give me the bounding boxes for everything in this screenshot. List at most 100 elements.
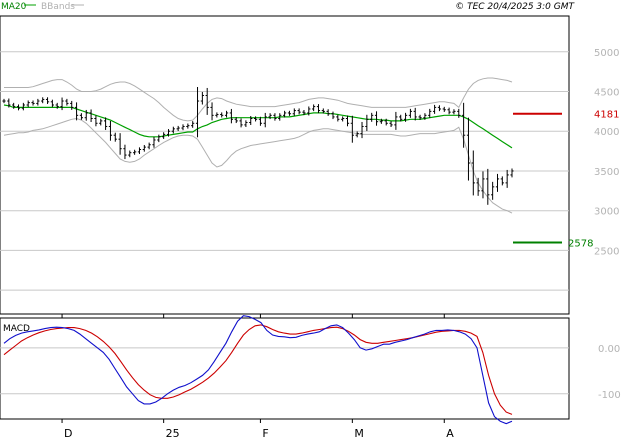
- price-bar: [210, 102, 214, 121]
- price-bar: [413, 107, 417, 121]
- price-bar: [428, 108, 432, 118]
- price-bar: [157, 134, 161, 143]
- price-bar: [374, 111, 379, 126]
- price-bar: [2, 98, 6, 104]
- macd-y-tick-label: -100: [598, 390, 621, 401]
- price-bar: [181, 124, 185, 131]
- price-bar: [321, 108, 325, 114]
- price-bar: [278, 113, 282, 121]
- price-bar: [50, 99, 54, 108]
- price-bar: [486, 168, 490, 205]
- price-bar: [350, 115, 354, 143]
- price-bar: [403, 112, 408, 122]
- price-bar: [423, 113, 427, 120]
- price-bar: [389, 121, 393, 128]
- price-bar: [16, 104, 21, 111]
- price-bar: [253, 116, 258, 122]
- price-y-tick-label: 3000: [594, 207, 619, 218]
- copyright-text: © TEC 20/4/2025 3:0 GMT: [455, 2, 575, 12]
- price-bar: [341, 116, 345, 122]
- macd-lines: [3, 315, 513, 425]
- price-bar: [457, 108, 461, 118]
- price-bar: [123, 144, 127, 160]
- price-bar: [418, 114, 422, 120]
- price-levels: 4181 2578: [513, 110, 619, 249]
- macd-signal-line: [3, 324, 513, 415]
- bbands-upper-line: [4, 77, 513, 122]
- price-y-tick-label: 2500: [594, 246, 619, 257]
- price-bar: [60, 97, 64, 111]
- macd-y-tick-labels: 0.00 -100: [598, 344, 621, 401]
- bbands-lower-line: [3, 117, 513, 214]
- macd-gridlines: [0, 347, 569, 395]
- price-bar: [510, 168, 514, 178]
- price-bar: [36, 98, 40, 106]
- price-bar: [215, 112, 219, 118]
- price-bar: [442, 106, 446, 112]
- price-bar: [166, 129, 171, 137]
- price-bar: [118, 133, 122, 155]
- price-bar: [379, 118, 383, 124]
- price-bar: [345, 115, 350, 127]
- price-bar: [452, 109, 456, 115]
- price-bar: [45, 97, 50, 104]
- price-gridlines: [0, 51, 569, 291]
- price-bar: [147, 142, 151, 150]
- price-bars: [2, 87, 514, 205]
- price-bar: [331, 111, 335, 120]
- price-bar: [84, 109, 88, 121]
- price-bar: [292, 108, 296, 116]
- price-bar: [176, 125, 180, 131]
- price-bar: [316, 104, 321, 114]
- price-bar: [495, 173, 500, 192]
- price-bar: [462, 102, 466, 148]
- macd-line: [3, 315, 513, 425]
- price-panel-frame: [0, 15, 570, 315]
- price-bar: [113, 132, 117, 142]
- price-bar: [481, 171, 485, 199]
- price-bar: [7, 98, 11, 108]
- price-bar: [137, 147, 142, 155]
- price-y-tick-label: 5000: [594, 48, 619, 59]
- price-bar: [297, 108, 301, 115]
- price-bar: [437, 105, 442, 112]
- price-y-tick-label: 4500: [594, 87, 619, 98]
- price-bar: [258, 116, 263, 126]
- x-month-label: A: [446, 427, 454, 440]
- price-bar: [104, 117, 108, 130]
- price-bar: [79, 113, 84, 120]
- price-bar: [162, 132, 166, 139]
- price-bar: [394, 111, 398, 130]
- price-bar: [447, 107, 451, 115]
- price-bar: [142, 144, 146, 152]
- x-month-label: 25: [166, 427, 180, 440]
- price-bar: [399, 114, 403, 122]
- price-bar: [432, 104, 437, 114]
- price-y-tick-label: 3500: [594, 167, 619, 178]
- price-bar: [287, 110, 292, 116]
- bbands-lines: [3, 77, 513, 214]
- price-bar: [491, 181, 495, 200]
- x-month-label: M: [354, 427, 364, 440]
- price-bar: [249, 116, 253, 125]
- price-bar: [128, 150, 132, 158]
- x-month-label: D: [64, 427, 72, 440]
- legend-ma20-label: MA20: [1, 2, 27, 12]
- price-bar: [408, 108, 412, 118]
- price-bar: [471, 150, 475, 196]
- price-bar: [302, 110, 306, 116]
- price-bar: [268, 113, 272, 120]
- price-bar: [466, 117, 471, 181]
- price-bar: [355, 131, 359, 138]
- price-bar: [186, 123, 190, 129]
- price-bar: [326, 109, 330, 116]
- price-bar: [365, 114, 369, 131]
- price-bar: [476, 177, 480, 196]
- price-bar: [21, 102, 25, 111]
- price-bar: [152, 136, 156, 148]
- x-month-label: F: [262, 427, 268, 440]
- price-bar: [384, 118, 388, 126]
- price-bar: [171, 126, 175, 134]
- price-bar: [89, 109, 93, 123]
